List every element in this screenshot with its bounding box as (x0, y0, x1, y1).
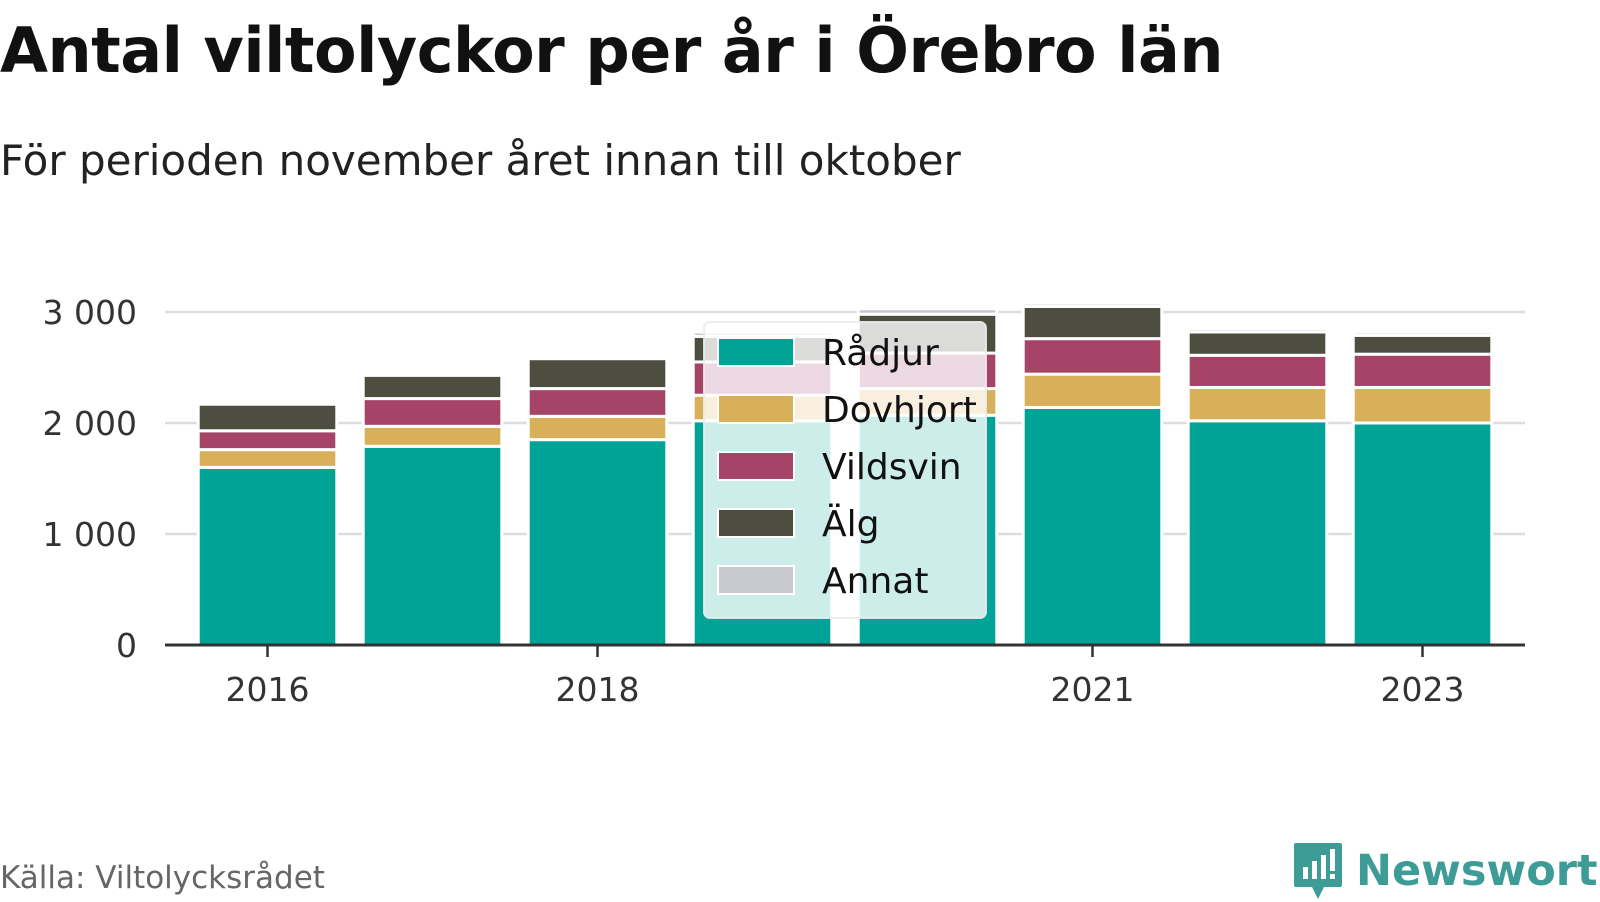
axes: 0 1 000 2 000 3 000 2016 2018 2021 2023 (43, 293, 1525, 709)
bar-segment (1186, 327, 1329, 334)
bar-segment (361, 424, 504, 448)
bar-segment (196, 465, 339, 647)
bar-segment (526, 354, 669, 361)
x-tick-label: 2021 (1051, 670, 1135, 709)
x-tick-label: 2023 (1381, 670, 1465, 709)
legend-swatch (717, 565, 795, 595)
x-tick-label: 2018 (556, 670, 640, 709)
bar-segment (1351, 330, 1494, 337)
legend-label: Rådjur (822, 333, 939, 374)
bar-segment (526, 438, 669, 647)
bar-segment (196, 448, 339, 469)
legend-label: Annat (822, 561, 928, 602)
bar-segment (856, 307, 999, 316)
bar-segment (1021, 405, 1164, 647)
bar-segment (1186, 385, 1329, 423)
bar-segment (361, 373, 504, 401)
newsworthy-logo-icon (1294, 843, 1342, 899)
bar-segment (1021, 372, 1164, 409)
bar-segment (1186, 419, 1329, 647)
bar-segment (361, 371, 504, 377)
chart-subtitle: För perioden november året innan till ok… (0, 136, 961, 185)
bar-segment (196, 429, 339, 452)
source-note: Källa: Viltolycksrådet (0, 860, 325, 896)
bar-segment (1351, 385, 1494, 425)
bar-segment (361, 397, 504, 428)
legend-swatch (717, 451, 795, 481)
bar-segment (196, 401, 339, 406)
bar-segment (1021, 301, 1164, 308)
bar-segment (1186, 330, 1329, 357)
x-tick-label: 2016 (226, 670, 310, 709)
legend-swatch (717, 337, 795, 367)
bar-segment (526, 387, 669, 418)
bar-segment (1351, 421, 1494, 647)
bar-segment (1351, 352, 1494, 389)
bar-segment (361, 444, 504, 647)
y-tick-label: 0 (116, 626, 137, 665)
bar-segment (1021, 304, 1164, 341)
legend-label: Vildsvin (822, 447, 962, 488)
y-tick-label: 3 000 (43, 293, 137, 332)
brand-logo: Newsworthy (1292, 840, 1600, 902)
legend-swatch (717, 394, 795, 424)
legend-label: Dovhjort (822, 390, 977, 431)
legend-swatch (717, 508, 795, 538)
bar-segment (1351, 333, 1494, 356)
y-tick-label: 1 000 (43, 515, 137, 554)
bar-segment (1186, 353, 1329, 389)
legend: Rådjur Dovhjort Vildsvin Älg Annat (703, 321, 987, 619)
legend-label: Älg (822, 503, 879, 545)
bar-segment (526, 357, 669, 391)
chart-title: Antal viltolyckor per år i Örebro län (0, 14, 1223, 87)
bar-segment (526, 414, 669, 442)
brand-name: Newsworthy (1356, 846, 1600, 896)
bar-segment (196, 402, 339, 433)
y-tick-label: 2 000 (43, 404, 137, 443)
bar-segment (1021, 337, 1164, 376)
